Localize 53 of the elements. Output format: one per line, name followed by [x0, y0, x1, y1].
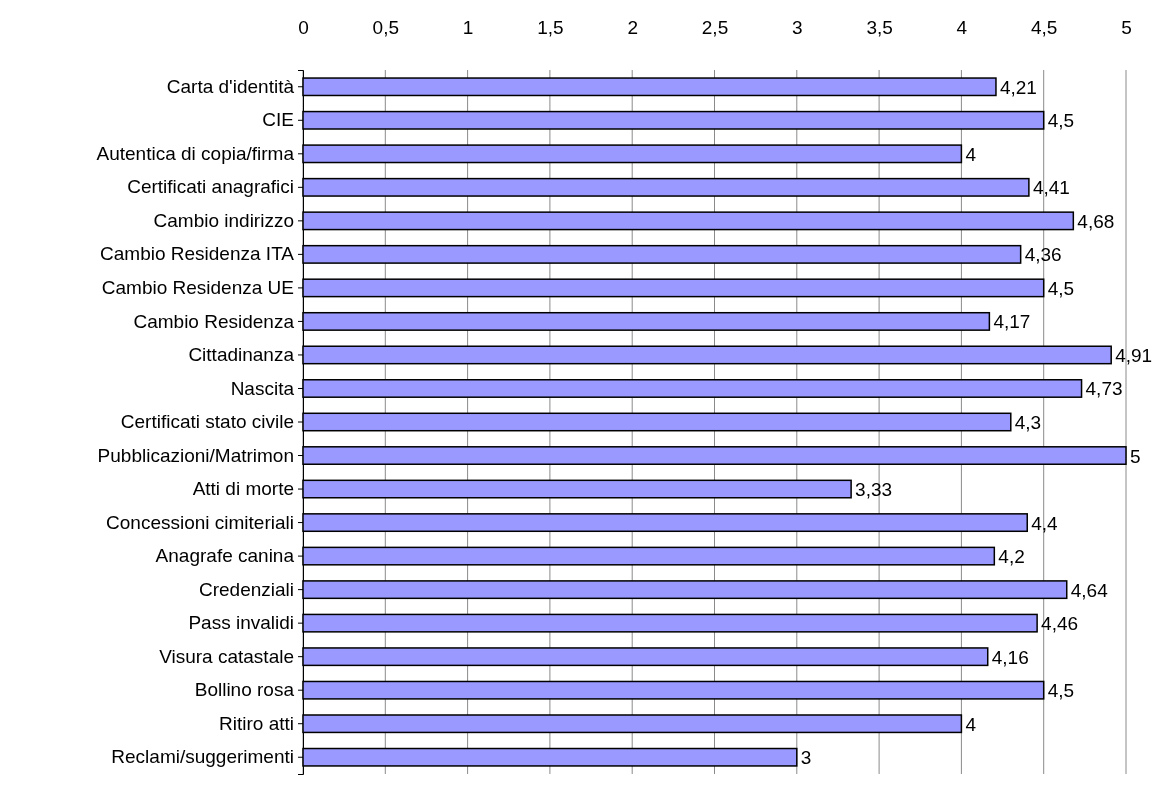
y-tick-label: Certificati stato civile — [120, 411, 294, 433]
data-label: 4,68 — [1077, 210, 1115, 232]
y-tick-label: Visura catastale — [159, 645, 294, 667]
data-label: 4,17 — [993, 311, 1031, 333]
y-tick-label: Atti di morte — [192, 478, 294, 500]
x-tick-label: 2,5 — [701, 17, 729, 38]
y-tick-label: Cambio Residenza — [133, 310, 295, 332]
y-tick-label: Ritiro atti — [219, 712, 294, 734]
data-label: 4 — [965, 713, 977, 735]
x-tick-label: 3 — [792, 17, 803, 38]
data-label: 3,33 — [855, 479, 893, 501]
data-label: 4,73 — [1085, 378, 1123, 400]
x-tick-label: 0 — [298, 17, 309, 38]
y-tick-label: Certificati anagrafici — [127, 176, 294, 198]
y-tick-label: Carta d'identità — [166, 75, 295, 97]
y-tick-label: Bollino rosa — [194, 679, 295, 701]
x-tick-label: 3,5 — [866, 17, 893, 38]
data-label: 4,91 — [1115, 344, 1153, 366]
x-tick-label: 1 — [462, 17, 474, 38]
x-tick-label: 5 — [1121, 17, 1132, 38]
y-tick-label: Cittadinanza — [188, 344, 295, 366]
y-tick-label: Pubblicazioni/Matrimon — [97, 444, 294, 466]
data-label: 4 — [965, 143, 977, 165]
y-tick-label: Credenziali — [198, 578, 294, 600]
data-label: 3 — [800, 747, 812, 769]
data-label: 4,3 — [1014, 412, 1042, 433]
y-tick-label: Pass invalidi — [188, 612, 294, 634]
data-label: 4,64 — [1070, 579, 1109, 601]
data-label: 4,46 — [1041, 613, 1079, 635]
data-label: 4,36 — [1024, 244, 1062, 266]
data-label: 4,4 — [1031, 512, 1059, 534]
data-label: 4,5 — [1047, 680, 1075, 702]
y-tick-label: Reclami/suggerimenti — [111, 746, 294, 768]
data-label: 4,5 — [1047, 277, 1075, 299]
data-label: 5 — [1130, 445, 1141, 467]
data-label: 4,5 — [1047, 110, 1075, 132]
y-tick-label: Autentica di copia/firma — [96, 142, 295, 164]
x-tick-label: 4,5 — [1030, 17, 1058, 38]
y-tick-label: Concessioni cimiteriali — [106, 511, 294, 533]
y-tick-label: Cambio indirizzo — [153, 209, 294, 231]
y-tick-label: Anagrafe canina — [155, 545, 295, 567]
data-label: 4,21 — [999, 76, 1037, 98]
data-label: 4,16 — [991, 646, 1029, 668]
x-tick-label: 2 — [627, 17, 638, 38]
y-tick-label: Cambio Residenza ITA — [100, 243, 295, 265]
y-tick-label: CIE — [262, 109, 294, 131]
data-label: 4,41 — [1032, 177, 1070, 199]
data-label: 4,2 — [998, 546, 1025, 568]
y-tick-label: Cambio Residenza UE — [101, 276, 294, 298]
x-tick-label: 1,5 — [537, 17, 564, 38]
x-tick-label: 0,5 — [372, 17, 400, 38]
y-tick-label: Nascita — [230, 377, 295, 399]
x-tick-label: 4 — [956, 17, 968, 38]
